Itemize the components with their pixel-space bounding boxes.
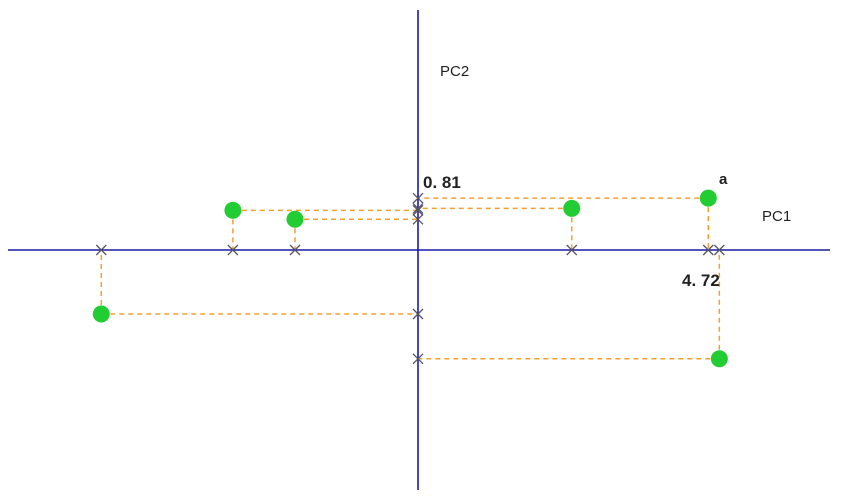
pc2-axis-label: PC2	[440, 63, 469, 80]
pc1-projection-tick	[702, 244, 714, 256]
projection-tick-marks	[95, 192, 725, 365]
pc2-projection-tick-stroke	[412, 308, 424, 320]
pc1-projection-tick	[289, 244, 301, 256]
pc2-projection-tick-stroke	[412, 204, 424, 216]
data-point	[92, 305, 110, 323]
pc2-projection-tick	[412, 192, 424, 204]
pc1-projection-tick	[227, 244, 239, 256]
pc1-projection-tick-stroke	[713, 244, 725, 256]
point-a-label: a	[719, 171, 728, 188]
pc1-projection-tick-stroke	[702, 244, 714, 256]
data-point	[710, 350, 728, 368]
data-points	[92, 189, 728, 368]
pc1-projection-tick-stroke	[566, 244, 578, 256]
pc1-projection-tick	[566, 244, 578, 256]
data-point	[224, 201, 242, 219]
pc2-projection-tick	[412, 213, 424, 225]
pc1-projection-tick	[95, 244, 107, 256]
pc2-projection-tick-stroke	[412, 213, 424, 225]
pc2-value-label: 0. 81	[423, 173, 461, 192]
pc1-projection-tick-stroke	[289, 244, 301, 256]
pc2-projection-tick	[412, 204, 424, 216]
data-point	[563, 199, 581, 217]
pc2-projection-tick-stroke	[412, 353, 424, 365]
pc2-projection-tick	[412, 353, 424, 365]
pc2-projection-tick-stroke	[412, 202, 424, 214]
pc1-projection-tick	[713, 244, 725, 256]
pc1-value-label: 4. 72	[682, 271, 720, 290]
pc1-projection-tick-stroke	[227, 244, 239, 256]
data-point	[286, 210, 304, 228]
pc1-projection-tick-stroke	[95, 244, 107, 256]
pc2-projection-tick	[412, 308, 424, 320]
pc2-projection-tick	[412, 202, 424, 214]
pc2-projection-tick-stroke	[412, 192, 424, 204]
data-point-a	[699, 189, 717, 207]
projection-guides	[100, 197, 721, 360]
pc1-axis-label: PC1	[762, 208, 791, 225]
